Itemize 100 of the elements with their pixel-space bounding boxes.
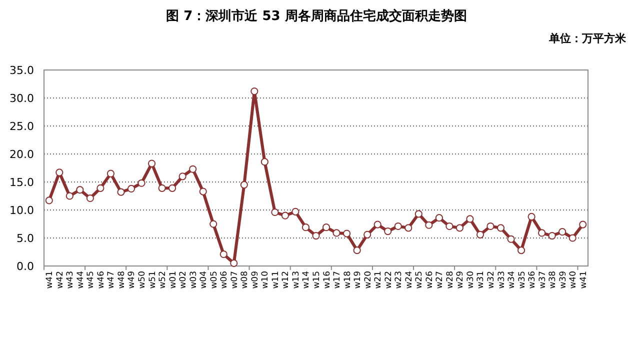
x-tick-label: w51 <box>148 271 158 289</box>
point <box>158 184 166 192</box>
point <box>281 212 290 220</box>
y-tick-label: 35.0 <box>10 64 34 77</box>
x-tick-label: w28 <box>445 271 456 289</box>
point <box>528 212 536 221</box>
point <box>342 230 351 238</box>
point <box>168 184 176 192</box>
point <box>199 188 207 196</box>
x-tick-label: w50 <box>138 271 148 289</box>
point <box>404 224 412 232</box>
point <box>56 168 64 176</box>
x-tick-label: w14 <box>302 271 312 289</box>
point <box>210 220 218 228</box>
x-tick-label: w16 <box>322 271 332 289</box>
x-tick-label: w09 <box>250 271 260 289</box>
point <box>364 230 372 238</box>
point <box>476 230 484 238</box>
x-tick-label: w17 <box>332 271 343 289</box>
x-tick-label: w48 <box>116 271 127 289</box>
x-tick-label: w01 <box>168 271 178 289</box>
point <box>292 208 300 216</box>
point <box>435 214 443 222</box>
x-tick-label: w47 <box>106 271 117 289</box>
x-tick-label: w44 <box>76 271 86 289</box>
x-tick-label: w02 <box>178 271 189 289</box>
point <box>538 229 546 237</box>
x-tick-label: w15 <box>312 271 322 289</box>
x-tick-label: w21 <box>374 271 384 289</box>
x-tick-label: w08 <box>240 271 250 289</box>
point <box>148 160 156 168</box>
x-tick-label: w32 <box>486 271 496 289</box>
x-tick-label: w18 <box>342 271 353 289</box>
point <box>374 220 382 228</box>
point <box>332 229 340 237</box>
x-tick-label: w49 <box>127 271 138 289</box>
x-tick-label: w37 <box>538 271 548 289</box>
point <box>466 215 474 223</box>
x-tick-label: w25 <box>414 271 425 289</box>
point <box>240 181 248 189</box>
x-tick-label: w40 <box>568 271 579 289</box>
x-tick-label: w04 <box>199 271 210 289</box>
x-tick-label: w41 <box>45 271 56 289</box>
point <box>138 179 146 187</box>
point <box>66 192 74 200</box>
x-tick-label: w24 <box>404 271 414 289</box>
x-tick-label: w07 <box>230 271 240 289</box>
point <box>456 224 464 232</box>
point <box>312 232 320 240</box>
point <box>250 87 258 96</box>
y-tick-label: 5.0 <box>16 232 34 245</box>
point <box>425 221 433 229</box>
point <box>302 224 310 232</box>
point <box>127 184 136 193</box>
x-tick-label: w35 <box>517 271 528 289</box>
y-tick-label: 25.0 <box>10 120 34 133</box>
x-tick-label: w27 <box>435 271 446 289</box>
x-tick-label: w29 <box>456 271 466 289</box>
point <box>579 220 587 228</box>
x-tick-label: w23 <box>394 271 404 289</box>
y-tick-label: 10.0 <box>10 204 34 217</box>
point <box>178 172 186 180</box>
point <box>394 222 402 230</box>
x-tick-label: w30 <box>466 271 476 289</box>
point <box>496 224 505 232</box>
x-tick-label: w43 <box>66 271 76 289</box>
y-tick-label: 15.0 <box>10 176 34 189</box>
x-tick-label: w33 <box>496 271 507 289</box>
x-tick-label: w31 <box>476 271 486 289</box>
x-tick-label: w10 <box>260 271 271 289</box>
point <box>220 250 228 258</box>
point <box>106 170 115 178</box>
point <box>558 228 566 236</box>
x-tick-label: w38 <box>548 271 558 289</box>
x-tick-label: w41 <box>578 271 589 289</box>
text: 单位：万平方米 <box>548 32 627 45</box>
point <box>96 184 104 192</box>
point <box>548 232 556 240</box>
x-tick-label: w12 <box>281 271 292 289</box>
point <box>414 210 422 218</box>
chart-title: 图 7：深圳市近 53 周各周商品住宅成交面积走势图 <box>166 8 467 24</box>
point <box>86 194 94 202</box>
point <box>517 246 526 254</box>
point <box>260 158 268 166</box>
x-tick-label: w05 <box>209 271 220 289</box>
x-tick-label: w20 <box>363 271 374 289</box>
x-tick-label: w45 <box>86 271 96 289</box>
point <box>486 222 494 230</box>
point <box>230 259 238 267</box>
x-tick-label: w26 <box>424 271 435 289</box>
x-tick-label: w36 <box>528 271 538 289</box>
x-tick-label: w11 <box>270 271 281 289</box>
point <box>353 246 361 254</box>
x-tick-label: w03 <box>188 271 199 289</box>
point <box>271 208 279 216</box>
x-tick-label: w34 <box>507 271 518 289</box>
x-tick-label: w13 <box>291 271 302 289</box>
x-tick-label: w19 <box>353 271 364 289</box>
x-tick-label: w42 <box>55 271 66 289</box>
x-tick-label: w06 <box>220 271 230 289</box>
